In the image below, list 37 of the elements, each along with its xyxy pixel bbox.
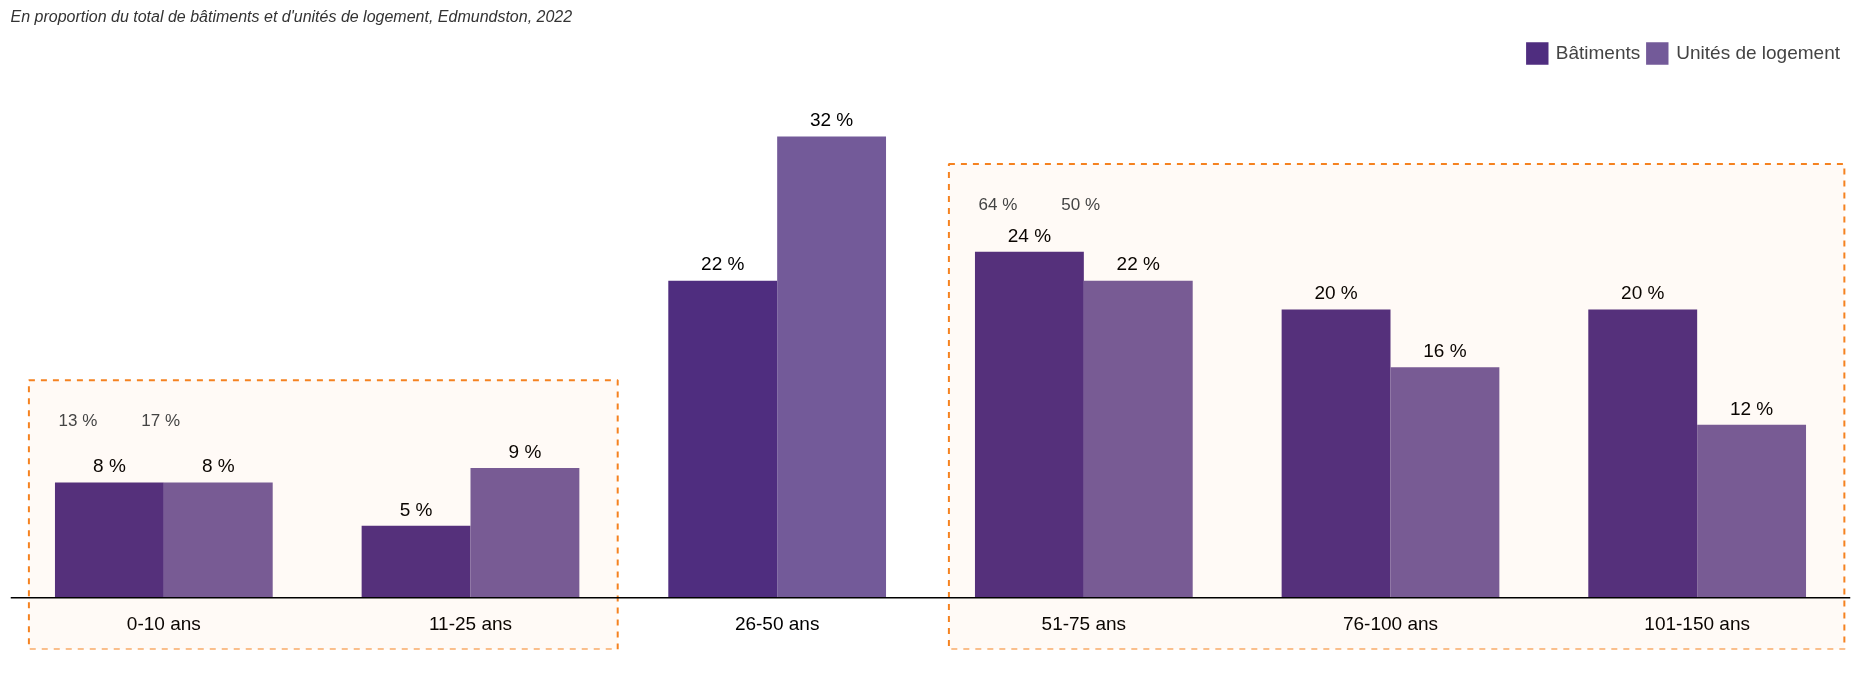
x-tick-label: 26-50 ans [734,613,820,635]
x-tick-label: 101-150 ans [1644,613,1750,635]
x-tick-label: 76-100 ans [1342,613,1439,635]
bar [1588,309,1698,598]
bar [668,280,778,598]
x-tick-label: 51-75 ans [1041,613,1127,635]
bar [470,468,580,598]
legend-label: Bâtiments [1555,42,1641,64]
data-label: 24 % [1007,224,1052,246]
data-label: 8 % [201,455,235,477]
bar [777,136,887,598]
data-label: 22 % [1116,253,1161,275]
data-label: 8 % [93,455,126,477]
x-tick-label: 11-25 ans [428,613,513,635]
bar [974,251,1084,598]
bar [361,525,471,598]
annotation: 50 % [1061,195,1101,216]
annotation: 17 % [141,411,181,432]
bar [163,482,273,598]
data-label: 5 % [399,498,433,520]
x-tick-label: 0-10 ans [126,613,201,635]
bar [1697,424,1807,598]
data-label: 9 % [508,440,542,462]
data-label: 22 % [701,253,745,275]
bar [54,482,164,598]
annotation: 13 % [58,411,98,432]
bar [1281,309,1391,598]
bar [1390,367,1500,598]
chart-subtitle: En proportion du total de bâtiments et d'unités de logement, Edmundston, 2022 [10,7,573,25]
data-label: 20 % [1621,282,1665,304]
data-label: 32 % [809,109,854,131]
annotation: 64 % [978,195,1018,216]
legend-label: Unités de logement [1676,42,1840,64]
data-label: 16 % [1423,339,1467,361]
bar [1083,280,1193,598]
data-label: 12 % [1729,397,1774,419]
data-label: 20 % [1314,282,1358,304]
